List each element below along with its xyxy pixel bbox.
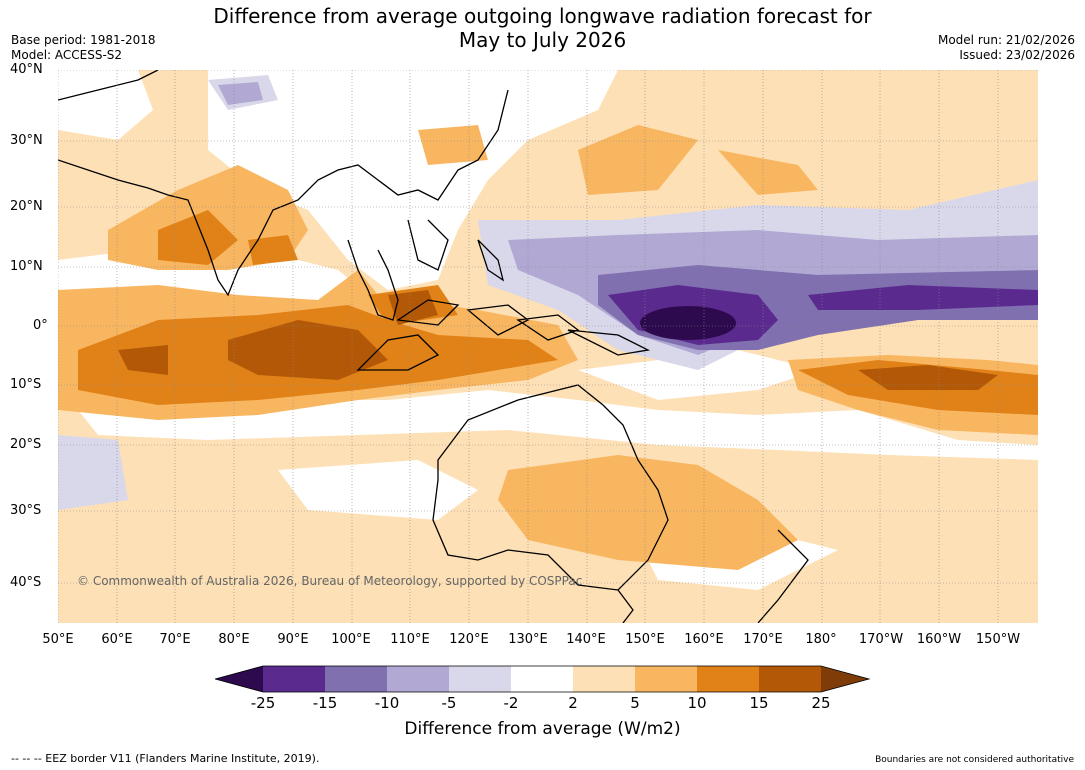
lat-label: 20°N bbox=[10, 199, 43, 214]
graticule bbox=[58, 70, 1038, 623]
boundary-disclaimer: Boundaries are not considered authoritat… bbox=[875, 755, 1074, 765]
colorbar-swatch bbox=[821, 666, 869, 692]
lon-label: 120°E bbox=[449, 632, 489, 647]
legend-tick: -25 bbox=[250, 694, 276, 712]
legend-tick: 15 bbox=[749, 694, 769, 712]
colorbar-swatch bbox=[325, 666, 387, 692]
colorbar bbox=[215, 665, 871, 693]
field-neutral bbox=[78, 390, 1038, 460]
lat-label: 0° bbox=[33, 318, 48, 333]
colorbar-outline bbox=[215, 665, 871, 693]
lat-label: 40°N bbox=[10, 62, 43, 77]
lon-label: 90°E bbox=[277, 632, 309, 647]
field-orange bbox=[718, 150, 818, 195]
legend-tick: -5 bbox=[441, 694, 457, 712]
field-brown bbox=[388, 290, 438, 325]
field-brown bbox=[858, 365, 998, 390]
legend-tick: -10 bbox=[374, 694, 400, 712]
lon-label: 170°E bbox=[743, 632, 783, 647]
coastlines bbox=[58, 70, 809, 623]
field-dark-orange bbox=[158, 210, 238, 265]
lon-label: 60°E bbox=[101, 632, 133, 647]
colorbar-swatch bbox=[215, 666, 263, 692]
lat-label: 30°N bbox=[10, 133, 43, 148]
legend-tick: 10 bbox=[687, 694, 707, 712]
copyright-notice: © Commonwealth of Australia 2026, Bureau… bbox=[77, 574, 583, 588]
map-svg bbox=[58, 70, 1038, 623]
colorbar-swatch bbox=[449, 666, 511, 692]
colorbar-swatch bbox=[263, 666, 325, 692]
field-darkest-purple bbox=[640, 306, 736, 340]
field-orange bbox=[418, 125, 488, 165]
model-run: Model run: 21/02/2026 bbox=[937, 33, 1075, 47]
field-dark-purple bbox=[808, 285, 1038, 310]
lon-label: 70°E bbox=[159, 632, 191, 647]
lon-label: 100°E bbox=[331, 632, 371, 647]
field-brown bbox=[118, 345, 168, 375]
field-orange bbox=[498, 455, 798, 570]
lat-label: 40°S bbox=[10, 575, 42, 590]
lon-label: 160°E bbox=[684, 632, 724, 647]
legend-tick: 25 bbox=[811, 694, 831, 712]
meta-right: Model run: 21/02/2026 Issued: 23/02/2026 bbox=[938, 33, 1075, 63]
field-neutral bbox=[208, 70, 618, 290]
field-brown bbox=[228, 320, 388, 380]
field-neutral bbox=[578, 350, 818, 400]
lon-label: 140°E bbox=[566, 632, 606, 647]
meta-left: Base period: 1981-2018 Model: ACCESS-S2 bbox=[11, 33, 156, 63]
lon-label: 150°W bbox=[975, 632, 1021, 647]
lon-label: 130°E bbox=[508, 632, 548, 647]
olr-anomaly-map bbox=[58, 70, 1038, 623]
field-light-purple bbox=[218, 82, 263, 105]
field-neutral bbox=[58, 70, 153, 140]
map-title: Difference from average outgoing longwav… bbox=[0, 4, 1085, 52]
lat-label: 20°S bbox=[10, 437, 42, 452]
field-orange bbox=[578, 125, 698, 195]
lon-label: 150°E bbox=[625, 632, 665, 647]
model-name: Model: ACCESS-S2 bbox=[11, 48, 123, 62]
colorbar-swatch bbox=[573, 666, 635, 692]
legend-tick: 2 bbox=[568, 694, 578, 712]
legend-tick: -2 bbox=[503, 694, 519, 712]
lat-label: 10°N bbox=[10, 259, 43, 274]
colorbar-swatch bbox=[635, 666, 697, 692]
colorbar-swatch bbox=[387, 666, 449, 692]
legend-tick: -15 bbox=[312, 694, 338, 712]
field-pale-purple bbox=[58, 435, 128, 510]
field-neutral bbox=[278, 460, 478, 520]
legend-tick: 5 bbox=[630, 694, 640, 712]
lat-label: 10°S bbox=[10, 377, 42, 392]
lon-label: 50°E bbox=[42, 632, 74, 647]
lon-label: 80°E bbox=[218, 632, 250, 647]
colorbar-swatch bbox=[697, 666, 759, 692]
lat-label: 30°S bbox=[10, 503, 42, 518]
eez-note: -- -- -- EEZ border V11 (Flanders Marine… bbox=[11, 752, 320, 765]
legend-title: Difference from average (W/m2) bbox=[404, 719, 681, 739]
field-dark-orange bbox=[248, 235, 298, 265]
lon-label: 180° bbox=[805, 632, 837, 647]
issued-date: Issued: 23/02/2026 bbox=[959, 48, 1075, 62]
title-line-1: Difference from average outgoing longwav… bbox=[213, 4, 872, 28]
lon-label: 160°W bbox=[916, 632, 962, 647]
lon-label: 110°E bbox=[390, 632, 430, 647]
colorbar-swatch bbox=[759, 666, 821, 692]
base-period: Base period: 1981-2018 bbox=[11, 33, 156, 47]
colorbar-swatch bbox=[511, 666, 573, 692]
title-line-2: May to July 2026 bbox=[458, 28, 627, 52]
lon-label: 170°W bbox=[858, 632, 904, 647]
